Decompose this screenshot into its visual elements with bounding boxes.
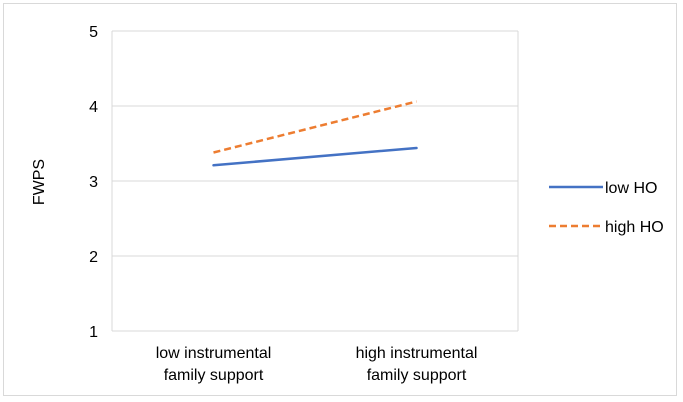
y-tick-label: 2 <box>89 249 98 266</box>
x-tick-label-line: low instrumental <box>156 345 272 362</box>
x-tick-label-line: high instrumental <box>356 345 478 362</box>
legend-label: low HO <box>605 180 657 197</box>
x-tick-label: high instrumental family support <box>356 345 478 384</box>
y-tick-label: 4 <box>89 99 98 116</box>
x-tick-label: low instrumental family support <box>156 345 272 384</box>
y-tick-label: 5 <box>89 24 98 41</box>
legend-label: high HO <box>605 219 664 236</box>
x-tick-label-line: family support <box>367 367 467 384</box>
series-line-high-ho <box>213 100 417 154</box>
y-tick-label: 1 <box>89 324 98 341</box>
y-axis-label: FWPS <box>31 159 48 205</box>
series-line-low-ho <box>212 146 418 167</box>
x-tick-label-line: family support <box>164 367 264 384</box>
y-tick-label: 3 <box>89 174 98 191</box>
gridlines <box>112 30 518 332</box>
legend: low HO high HO <box>549 180 664 236</box>
series-lines <box>212 100 418 167</box>
plot-area-border <box>111 31 519 331</box>
y-tick-labels: 1 2 3 4 5 <box>89 24 98 341</box>
